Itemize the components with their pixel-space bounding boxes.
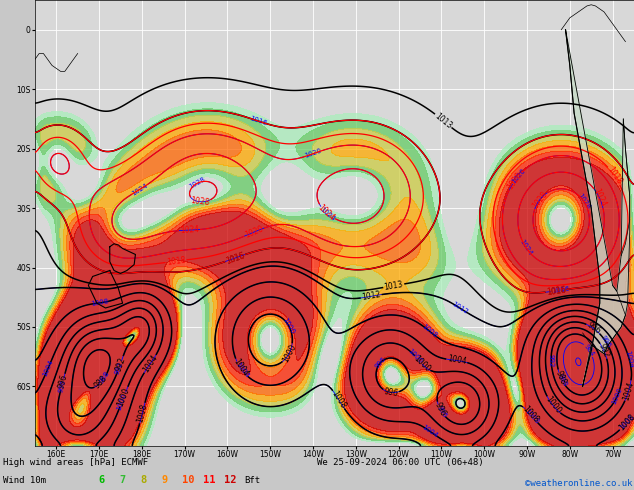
- Text: 996: 996: [57, 379, 67, 393]
- Text: 1024: 1024: [316, 203, 336, 222]
- Text: 1020: 1020: [304, 148, 323, 159]
- Text: 1024: 1024: [131, 182, 149, 196]
- Text: 1004: 1004: [446, 354, 467, 367]
- Text: 1008: 1008: [421, 323, 439, 339]
- Text: 1020: 1020: [243, 224, 265, 240]
- Text: 996: 996: [433, 401, 448, 418]
- Text: 1028: 1028: [190, 196, 210, 207]
- Text: 1000: 1000: [281, 317, 295, 335]
- Text: 992: 992: [597, 343, 611, 359]
- Text: 1024: 1024: [519, 238, 533, 256]
- Text: 1000: 1000: [611, 386, 624, 405]
- Text: 1016: 1016: [224, 250, 246, 266]
- Text: 988: 988: [556, 372, 567, 387]
- Text: 992: 992: [113, 356, 127, 372]
- Text: 992: 992: [114, 361, 124, 375]
- Text: 1004: 1004: [235, 361, 250, 379]
- Text: 984: 984: [583, 343, 595, 357]
- Text: 1004: 1004: [420, 423, 439, 439]
- Text: 1008: 1008: [524, 407, 540, 425]
- Text: 1012: 1012: [361, 290, 382, 302]
- Text: 1004: 1004: [621, 380, 634, 401]
- Text: 996: 996: [436, 404, 448, 419]
- Text: 1028: 1028: [188, 176, 206, 191]
- Text: 1008: 1008: [617, 412, 634, 432]
- Text: 1004: 1004: [624, 350, 634, 369]
- Polygon shape: [566, 30, 630, 387]
- Text: We 25-09-2024 06:00 UTC (06+48): We 25-09-2024 06:00 UTC (06+48): [317, 458, 484, 466]
- Text: 1012: 1012: [451, 301, 469, 315]
- Text: Bft: Bft: [245, 476, 261, 485]
- Text: 988: 988: [99, 370, 111, 385]
- Text: 1004: 1004: [42, 359, 55, 378]
- Text: 12: 12: [224, 475, 236, 485]
- Text: 1000: 1000: [407, 348, 424, 365]
- Text: 1013: 1013: [384, 280, 404, 292]
- Text: 7: 7: [119, 475, 126, 485]
- Text: 1000: 1000: [412, 354, 432, 374]
- Text: 1024: 1024: [179, 225, 200, 235]
- Text: 1024: 1024: [319, 206, 337, 222]
- Text: 10: 10: [182, 475, 195, 485]
- Text: 996: 996: [600, 334, 612, 349]
- Text: 6: 6: [98, 475, 105, 485]
- Text: 992: 992: [548, 354, 554, 368]
- Text: 8: 8: [140, 475, 146, 485]
- Text: 9: 9: [161, 475, 167, 485]
- Text: 1020: 1020: [510, 167, 527, 185]
- Text: 996: 996: [383, 387, 399, 398]
- Text: 1000: 1000: [281, 343, 297, 364]
- Text: 1000: 1000: [116, 392, 128, 411]
- Text: 1013: 1013: [433, 111, 453, 130]
- Text: 1008: 1008: [330, 389, 347, 410]
- Text: 1000: 1000: [116, 386, 132, 407]
- Text: 1000: 1000: [543, 395, 562, 416]
- Text: 1008: 1008: [618, 414, 634, 431]
- Text: Wind 10m: Wind 10m: [3, 476, 46, 485]
- Text: 1008: 1008: [521, 404, 540, 425]
- Text: 1016: 1016: [551, 286, 570, 294]
- Text: 1004: 1004: [141, 353, 159, 374]
- Text: 11: 11: [203, 475, 216, 485]
- Text: 1020: 1020: [506, 170, 524, 191]
- Text: 988: 988: [553, 369, 567, 386]
- Text: 1008: 1008: [136, 403, 149, 423]
- Text: 996: 996: [585, 320, 602, 336]
- Text: 988: 988: [93, 374, 109, 391]
- Text: 1016: 1016: [546, 285, 566, 296]
- Text: 1018: 1018: [166, 255, 186, 267]
- Text: 996: 996: [56, 373, 69, 390]
- Text: 1016: 1016: [249, 116, 268, 127]
- Text: 996: 996: [373, 356, 387, 370]
- Text: 1008: 1008: [90, 298, 109, 307]
- Text: 1018: 1018: [605, 165, 624, 186]
- Text: 1016: 1016: [224, 250, 246, 266]
- Text: 1016: 1016: [546, 285, 566, 296]
- Text: ©weatheronline.co.uk: ©weatheronline.co.uk: [525, 479, 633, 488]
- Text: 1024: 1024: [592, 187, 607, 209]
- Text: High wind areas [hPa] ECMWF: High wind areas [hPa] ECMWF: [3, 458, 148, 466]
- Text: 1028: 1028: [576, 192, 592, 210]
- Text: 1004: 1004: [231, 358, 250, 379]
- Text: 1028: 1028: [530, 190, 549, 210]
